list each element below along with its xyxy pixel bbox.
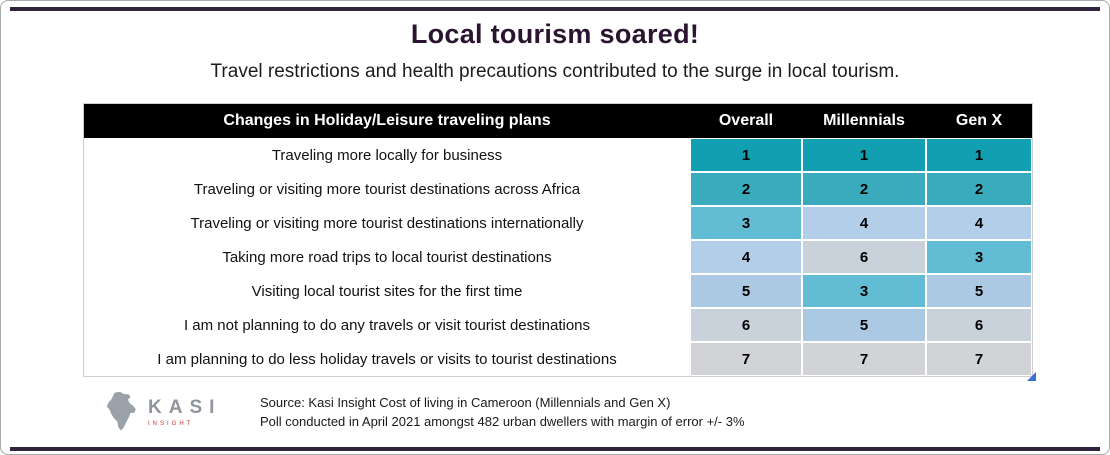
africa-icon xyxy=(106,391,136,431)
rank-cell: 1 xyxy=(690,138,802,172)
source-line-2: Poll conducted in April 2021 amongst 482… xyxy=(260,414,745,429)
rank-cell: 2 xyxy=(802,172,926,206)
rank-cell: 6 xyxy=(802,240,926,274)
table-corner-marker-icon xyxy=(1027,372,1036,381)
footer: KASI INSIGHT Source: Kasi Insight Cost o… xyxy=(98,390,745,434)
row-label: I am planning to do less holiday travels… xyxy=(84,342,690,376)
page-subtitle: Travel restrictions and health precautio… xyxy=(210,61,900,82)
logo-subtext: INSIGHT xyxy=(148,421,194,427)
rank-cell: 2 xyxy=(926,172,1032,206)
row-label: Visiting local tourist sites for the fir… xyxy=(84,274,690,308)
row-label: Traveling more locally for business xyxy=(84,138,690,172)
rank-cell: 4 xyxy=(802,206,926,240)
bottom-rule xyxy=(10,447,1100,451)
rank-cell: 4 xyxy=(690,240,802,274)
row-label: I am not planning to do any travels or v… xyxy=(84,308,690,342)
rank-cell: 5 xyxy=(802,308,926,342)
rank-cell: 6 xyxy=(690,308,802,342)
rank-cell: 1 xyxy=(926,138,1032,172)
source-line-1: Source: Kasi Insight Cost of living in C… xyxy=(260,394,671,410)
rank-cell: 6 xyxy=(926,308,1032,342)
page-title: Local tourism soared! xyxy=(410,19,700,49)
logo-text: KASI INSIGHT xyxy=(148,397,221,427)
ranking-table: Changes in Holiday/Leisure traveling pla… xyxy=(83,103,1033,377)
table-header-genx: Gen X xyxy=(926,104,1032,138)
row-label: Traveling or visiting more tourist desti… xyxy=(84,206,690,240)
table-header-millennials: Millennials xyxy=(802,104,926,138)
rank-cell: 7 xyxy=(690,342,802,376)
rank-cell: 7 xyxy=(926,342,1032,376)
top-rule xyxy=(10,7,1100,11)
rank-cell: 4 xyxy=(926,206,1032,240)
rank-cell: 1 xyxy=(802,138,926,172)
table-header-row-label: Changes in Holiday/Leisure traveling pla… xyxy=(84,104,690,138)
table-header-overall: Overall xyxy=(690,104,802,138)
logo-word: KASI xyxy=(148,397,222,418)
rank-cell: 3 xyxy=(690,206,802,240)
kasi-logo: KASI INSIGHT xyxy=(98,390,228,434)
rank-cell: 7 xyxy=(802,342,926,376)
rank-cell: 2 xyxy=(690,172,802,206)
row-label: Traveling or visiting more tourist desti… xyxy=(84,172,690,206)
row-label: Taking more road trips to local tourist … xyxy=(84,240,690,274)
source-text: Source: Kasi Insight Cost of living in C… xyxy=(260,393,745,432)
rank-cell: 5 xyxy=(926,274,1032,308)
rank-cell: 3 xyxy=(802,274,926,308)
rank-cell: 3 xyxy=(926,240,1032,274)
rank-cell: 5 xyxy=(690,274,802,308)
